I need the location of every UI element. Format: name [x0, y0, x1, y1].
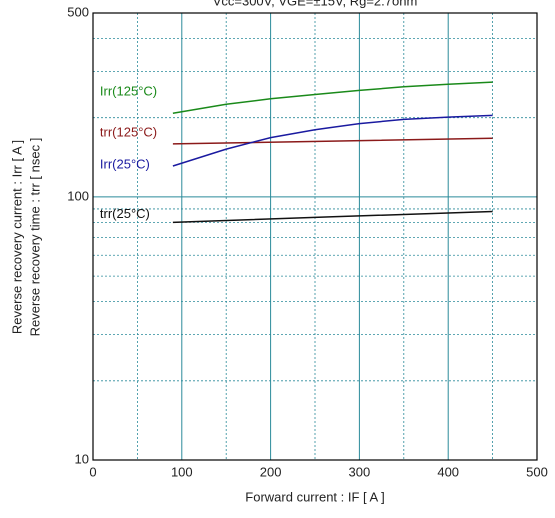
series-label: Irr(25°C) [100, 156, 150, 171]
y-axis-label: Reverse recovery time : trr [ nsec ] [27, 138, 42, 337]
series-line [172, 81, 493, 114]
series-label: trr(125°C) [100, 124, 157, 139]
series-label: Irr(125°C) [100, 84, 157, 99]
x-tick-label: 200 [260, 464, 282, 479]
x-axis-label: Forward current : IF [ A ] [245, 489, 384, 504]
plot-frame [92, 12, 538, 461]
x-tick-label: 300 [349, 464, 371, 479]
x-tick-label: 0 [89, 464, 96, 479]
y-tick-label: 10 [75, 451, 89, 466]
x-tick-label: 500 [526, 464, 548, 479]
y-tick-label: 100 [67, 188, 89, 203]
x-tick-label: 100 [171, 464, 193, 479]
series-line [172, 210, 493, 224]
series-line [172, 114, 493, 167]
chart-title: Vcc=300V, VGE=±15V, Rg=2.7ohm [213, 0, 418, 8]
series-line [172, 137, 493, 145]
series-label: trr(25°C) [100, 206, 150, 221]
y-axis-label: Reverse recovery current : Irr [ A ] [9, 140, 24, 334]
y-tick-label: 500 [67, 4, 89, 19]
x-tick-label: 400 [437, 464, 459, 479]
